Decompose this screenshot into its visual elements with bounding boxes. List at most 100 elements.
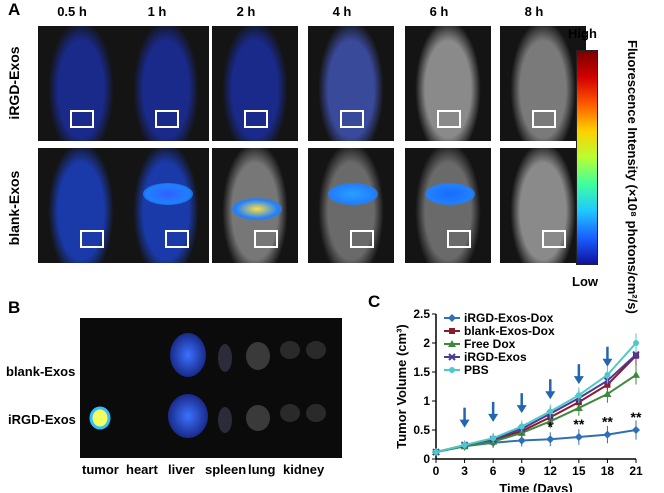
y-tick-label: 0 bbox=[423, 452, 430, 466]
data-point bbox=[574, 403, 583, 411]
significance-label: * bbox=[548, 418, 554, 434]
y-tick-label: 2.5 bbox=[413, 307, 430, 321]
x-tick-label: 9 bbox=[518, 464, 525, 478]
irgd-lung bbox=[246, 405, 270, 431]
b-row-label-irgd: iRGD-Exos bbox=[8, 412, 76, 427]
organ-label: tumor bbox=[82, 462, 119, 477]
y-tick-label: 1 bbox=[423, 394, 430, 408]
organ-image bbox=[80, 318, 342, 458]
tumor-volume-chart: 0 3 6 9 12 15 18 21 0 0.5 1 1.5 2 2.5 Time (Days) Tumor… bbox=[394, 307, 643, 492]
b-row-label-blank: blank-Exos bbox=[6, 364, 76, 379]
y-tick-label: 0.5 bbox=[413, 423, 430, 437]
blank-lung bbox=[246, 342, 270, 370]
blank-exos-image bbox=[212, 148, 298, 263]
data-point bbox=[574, 432, 583, 441]
tumor-roi-box bbox=[80, 230, 104, 248]
colorbar-high-label: High bbox=[568, 26, 597, 41]
tumor-roi-box bbox=[254, 230, 278, 248]
data-point bbox=[448, 314, 456, 322]
tumor-roi-box bbox=[542, 230, 566, 248]
data-point bbox=[433, 449, 439, 456]
organ-label: heart bbox=[126, 462, 158, 477]
irgd-exos-image bbox=[405, 26, 491, 141]
data-point bbox=[547, 408, 554, 415]
time-label: 0.5 h bbox=[57, 4, 87, 19]
fluorescence-signal bbox=[232, 198, 282, 220]
injection-arrow-head bbox=[459, 419, 470, 428]
tumor-roi-box bbox=[447, 230, 471, 248]
blank-exos-image bbox=[308, 148, 394, 263]
irgd-exos-image bbox=[308, 26, 394, 141]
blank-exos-image bbox=[405, 148, 491, 263]
panel-c-label: C bbox=[368, 292, 381, 311]
injection-arrow-head bbox=[602, 358, 613, 367]
irgd-exos-image bbox=[38, 26, 124, 141]
x-tick-label: 18 bbox=[601, 464, 615, 478]
irgd-exos-image bbox=[123, 26, 209, 141]
row-label-blank: blank-Exos bbox=[6, 170, 22, 246]
tumor-roi-box bbox=[350, 230, 374, 248]
tumor-roi-box bbox=[70, 110, 94, 128]
data-point bbox=[632, 426, 640, 434]
x-tick-label: 21 bbox=[629, 464, 643, 478]
significance-label: ** bbox=[631, 409, 642, 425]
x-tick-label: 0 bbox=[433, 464, 440, 478]
row-label-irgd: iRGD-Exos bbox=[6, 46, 22, 120]
blank-exos-image bbox=[123, 148, 209, 263]
legend-label: iRGD-Exos bbox=[464, 350, 527, 364]
tumor-roi-box bbox=[437, 110, 461, 128]
fluorescence-signal bbox=[425, 183, 475, 205]
y-tick-label: 1.5 bbox=[413, 365, 430, 379]
legend-label: Free Dox bbox=[464, 337, 516, 351]
injection-arrow-head bbox=[488, 413, 499, 422]
x-tick-label: 15 bbox=[572, 464, 586, 478]
irgd-kidney-2 bbox=[306, 404, 326, 422]
x-tick-label: 3 bbox=[461, 464, 468, 478]
irgd-exos-image bbox=[500, 26, 586, 141]
tumor-roi-box bbox=[155, 110, 179, 128]
series-line bbox=[435, 374, 637, 454]
injection-arrow-head bbox=[573, 376, 584, 385]
panel-a-label: A bbox=[8, 0, 21, 19]
injection-arrow-head bbox=[545, 391, 556, 400]
data-point bbox=[603, 430, 612, 439]
data-point bbox=[461, 442, 468, 449]
irgd-kidney-1 bbox=[280, 404, 300, 422]
significance-label: ** bbox=[573, 416, 584, 432]
x-axis-label: Time (Days) bbox=[499, 481, 572, 492]
data-point bbox=[603, 390, 612, 398]
colorbar-low-label: Low bbox=[572, 274, 598, 289]
legend-label: blank-Exos-Dox bbox=[464, 324, 555, 338]
time-label: 1 h bbox=[147, 4, 167, 19]
data-point bbox=[448, 353, 456, 361]
data-point bbox=[632, 370, 640, 378]
panel-b-label: B bbox=[8, 298, 21, 317]
series-line bbox=[435, 342, 637, 454]
y-axis-label: Tumor Volume (cm³) bbox=[394, 324, 409, 448]
data-point bbox=[449, 328, 455, 334]
data-point bbox=[604, 371, 611, 378]
time-label: 4 h bbox=[332, 4, 352, 19]
blank-exos-image bbox=[500, 148, 586, 263]
legend-label: PBS bbox=[464, 363, 489, 377]
blank-kidney-2 bbox=[306, 341, 326, 359]
irgd-exos-image bbox=[212, 26, 298, 141]
data-point bbox=[517, 436, 526, 445]
tumor-roi-box bbox=[532, 110, 556, 128]
y-tick-label: 2 bbox=[423, 336, 430, 350]
data-point bbox=[490, 435, 497, 442]
data-point bbox=[633, 340, 639, 346]
organ-label: spleen bbox=[205, 462, 247, 477]
tumor-roi-box bbox=[165, 230, 189, 248]
blank-exos-image bbox=[38, 148, 124, 263]
x-tick-label: 6 bbox=[490, 464, 497, 478]
blank-liver bbox=[170, 333, 206, 377]
significance-label: ** bbox=[602, 414, 613, 430]
data-point bbox=[448, 340, 456, 347]
time-label: 2 h bbox=[236, 4, 256, 19]
legend-label: iRGD-Exos-Dox bbox=[464, 311, 554, 325]
data-point bbox=[546, 417, 555, 425]
colorbar-axis-label: Fluorescence Intensity (×10⁸ photons/cm²… bbox=[625, 40, 640, 314]
irgd-tumor bbox=[89, 406, 111, 430]
data-point bbox=[518, 423, 525, 430]
